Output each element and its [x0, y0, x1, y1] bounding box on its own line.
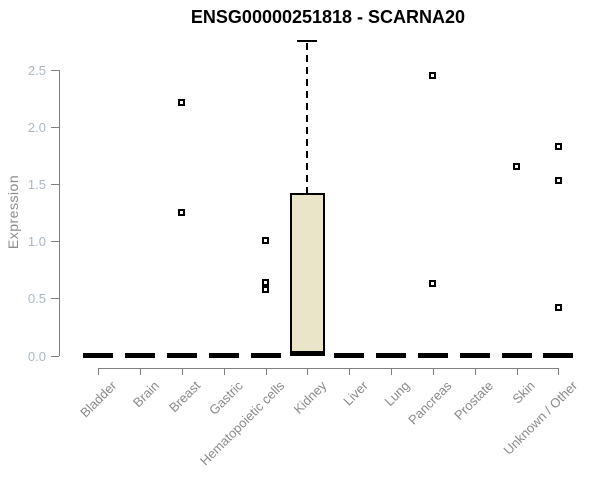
x-axis-tick — [349, 368, 351, 375]
median-line — [125, 353, 156, 358]
median-line — [543, 353, 574, 358]
x-axis-tick-label-text: Pancreas — [405, 378, 455, 428]
outlier-point — [554, 303, 562, 311]
y-axis-tick-label: 2.0 — [27, 119, 46, 135]
outlier-point — [513, 163, 520, 171]
y-axis-tick — [51, 298, 59, 300]
x-axis-tick — [558, 368, 560, 375]
outlier-point — [178, 209, 186, 217]
outlier-point — [262, 236, 270, 244]
median-line — [501, 353, 532, 358]
x-axis-tick — [181, 368, 183, 375]
x-axis-line — [98, 368, 559, 369]
outlier-point — [262, 278, 270, 286]
x-axis-tick — [474, 368, 476, 375]
median-line — [166, 353, 197, 358]
y-axis-tick — [51, 184, 59, 186]
x-axis-tick-label-text: Kidney — [290, 378, 329, 417]
y-axis-tick — [51, 241, 59, 243]
x-axis-tick-label-text: Brain — [129, 378, 162, 411]
x-axis-tick — [265, 368, 267, 375]
x-axis-tick-label-text: Liver — [340, 378, 371, 409]
y-axis-tick-label: 2.5 — [27, 62, 46, 78]
outlier-point — [262, 285, 270, 293]
y-axis-tick — [51, 126, 59, 128]
outlier-point — [554, 177, 562, 185]
y-axis-tick-label: 0.5 — [27, 291, 46, 307]
x-axis-tick-label-text: Skin — [509, 378, 539, 407]
outlier-point — [554, 142, 562, 150]
x-axis-tick — [140, 368, 142, 375]
whisker-cap — [297, 40, 318, 43]
x-axis-tick — [516, 368, 518, 375]
box — [289, 193, 325, 354]
x-axis-tick-label-text: Bladder — [77, 378, 120, 421]
median-line — [417, 353, 448, 358]
chart-title: ENSG00000251818 - SCARNA20 — [190, 7, 466, 27]
x-axis-tick-label-text: Gastric — [205, 378, 246, 418]
median-line — [208, 353, 239, 358]
y-axis-tick — [51, 355, 59, 357]
median-line — [289, 350, 325, 356]
median-line — [376, 353, 407, 358]
y-axis-tick-label: 0.0 — [27, 348, 46, 364]
x-axis-tick — [432, 368, 434, 375]
x-axis-tick — [98, 368, 100, 375]
median-line — [250, 353, 281, 358]
x-axis-tick — [307, 368, 309, 375]
y-axis-line — [59, 69, 60, 356]
y-axis-tick-label: 1.0 — [27, 234, 46, 250]
median-line — [83, 353, 114, 358]
whisker-line — [306, 43, 309, 194]
x-axis-tick-label-text: Unknown / Other — [500, 378, 580, 458]
x-axis-tick-label-text: Prostate — [451, 378, 497, 423]
outlier-point — [429, 71, 437, 79]
y-axis-tick-label: 1.5 — [27, 177, 46, 193]
x-axis-tick-label-text: Breast — [166, 378, 204, 416]
median-line — [334, 353, 365, 358]
x-axis-tick — [223, 368, 225, 375]
outlier-point — [178, 99, 186, 107]
y-axis-tick — [51, 69, 59, 71]
outlier-point — [429, 279, 437, 287]
median-line — [459, 353, 490, 358]
x-axis-tick-label-text: Lung — [381, 378, 413, 410]
x-axis-tick — [391, 368, 393, 375]
